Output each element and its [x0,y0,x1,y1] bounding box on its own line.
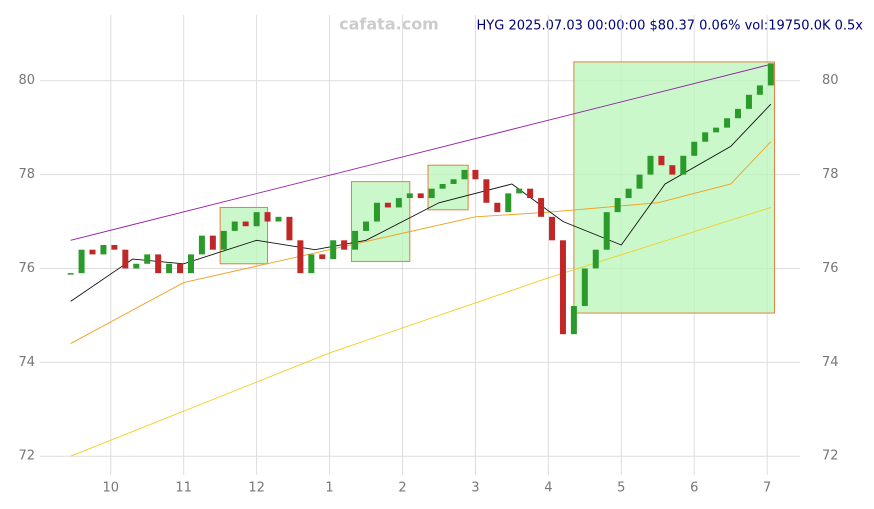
candle [373,202,380,222]
y-tick-label: 78 [822,167,839,182]
candle [603,212,610,250]
candle [450,179,457,184]
candle [549,216,556,241]
candle [166,263,173,274]
x-tick-label: 7 [763,481,771,496]
candle [286,216,293,241]
candle [658,155,665,166]
watermark: cafata.com [339,15,439,34]
box [427,164,469,211]
chart-title: HYG 2025.07.03 00:00:00 $80.37 0.06% vol… [477,19,864,34]
candle [341,240,348,250]
candle [144,254,151,264]
box [219,206,269,265]
candle [767,63,774,86]
candle [581,268,588,307]
candle [111,245,118,250]
y-tick-label: 78 [18,167,35,182]
candle [242,221,249,227]
candle [363,221,370,231]
candle [100,245,107,255]
candle [538,198,545,217]
x-tick-label: 1 [325,481,333,496]
y-tick-label: 74 [822,355,839,370]
candle [89,249,96,255]
candle [187,254,194,274]
candle [461,169,468,180]
candle [636,174,643,189]
candle [319,254,326,260]
candle [133,263,140,269]
candle [78,249,85,274]
candle [275,216,282,222]
x-tick-label: 5 [617,481,625,496]
candle [691,141,698,156]
candle [352,230,359,250]
y-tick-label: 80 [18,73,35,88]
x-tick-label: 12 [248,481,265,496]
candle [384,202,391,208]
candle [67,273,74,275]
y-tick-label: 80 [822,73,839,88]
candle [297,240,304,274]
candle [417,193,424,199]
box [573,61,775,314]
candle [680,155,687,175]
candle [702,132,709,142]
candle [209,235,216,250]
y-tick-label: 76 [822,261,839,276]
candle [494,202,501,213]
candle [735,108,742,119]
candle [395,198,402,208]
y-tick-label: 72 [822,449,839,464]
candle [428,188,435,199]
x-tick-label: 6 [690,481,698,496]
indicator-line [70,103,772,302]
y-tick-label: 72 [18,449,35,464]
box [350,181,411,262]
candle [308,254,315,274]
candle [264,212,271,222]
candle [570,306,577,335]
candle [669,165,676,175]
candle [527,188,534,199]
candle [472,169,479,180]
candle [516,188,523,194]
candle [155,254,162,274]
candle [559,240,566,335]
x-tick-label: 2 [398,481,406,496]
x-tick-label: 11 [175,481,192,496]
candle [745,94,752,109]
candle [439,183,446,189]
candle [505,193,512,213]
candle [756,85,763,95]
y-tick-label: 74 [18,355,35,370]
candle [220,230,227,250]
x-tick-label: 10 [102,481,119,496]
candle [713,127,720,133]
candle [625,188,632,199]
candle [483,179,490,203]
candle [198,235,205,255]
candle [647,155,654,175]
candle [330,240,337,260]
indicator-line [70,141,772,344]
candle [724,118,731,128]
x-tick-label: 3 [471,481,479,496]
y-tick-label: 76 [18,261,35,276]
candle [231,221,238,231]
candle [253,212,260,227]
candle [614,198,621,213]
candle [406,193,413,199]
x-tick-label: 4 [544,481,552,496]
candle [592,249,599,269]
indicator-line [70,63,771,241]
candle [122,249,129,269]
candle [177,263,184,274]
indicator-line [70,207,771,457]
